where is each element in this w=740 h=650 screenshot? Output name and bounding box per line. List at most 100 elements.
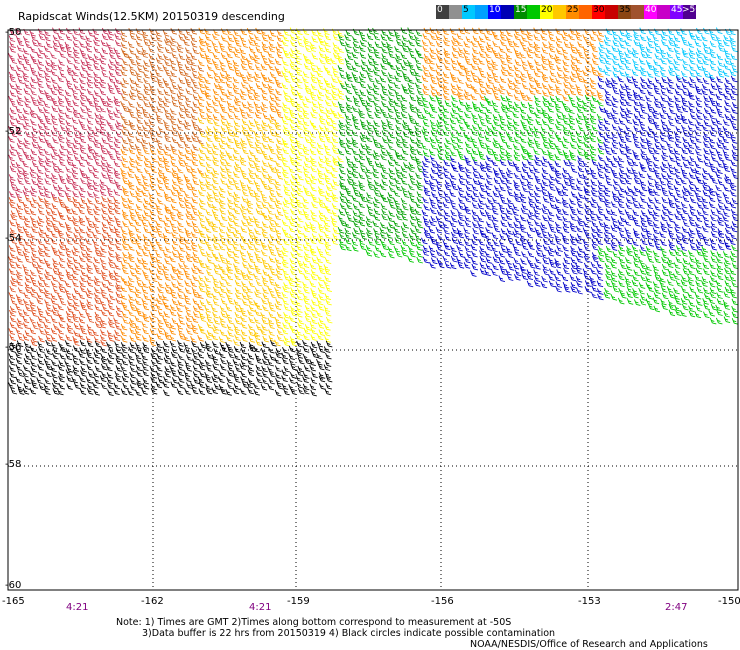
wind-barb: [64, 95, 71, 103]
wind-barb: [396, 39, 403, 47]
wind-barb: [653, 233, 660, 241]
wind-barb: [652, 297, 660, 305]
wind-barb: [596, 35, 604, 43]
wind-barb: [429, 119, 437, 127]
wind-barb: [171, 238, 179, 246]
wind-barb: [57, 33, 64, 41]
wind-barb: [79, 77, 86, 85]
wind-barb: [86, 71, 93, 78]
wind-barb: [311, 53, 319, 60]
wind-barb: [150, 155, 158, 163]
wind-barb: [604, 58, 611, 65]
wind-barb: [261, 166, 268, 173]
wind-barb: [50, 77, 58, 85]
wind-barb: [254, 112, 262, 119]
wind-barb: [241, 118, 249, 126]
wind-barb: [358, 201, 365, 209]
wind-barb: [93, 141, 100, 149]
wind-barb: [456, 117, 463, 124]
wind-barb: [309, 59, 316, 67]
wind-barb: [394, 117, 402, 125]
wind-barb: [239, 243, 247, 251]
wind-barb: [296, 250, 303, 258]
wind-barb: [157, 53, 164, 61]
wind-barb: [99, 129, 107, 137]
wind-barb: [311, 201, 318, 209]
wind-barb: [141, 29, 149, 37]
wind-barb: [296, 258, 304, 265]
wind-barb: [275, 322, 283, 329]
wind-barb: [681, 303, 689, 311]
wind-barb: [30, 94, 37, 102]
wind-barb: [204, 306, 211, 313]
wind-barb: [318, 190, 325, 197]
wind-barb: [239, 305, 246, 313]
wind-barb: [17, 138, 24, 145]
wind-barb: [309, 89, 317, 97]
wind-barb: [367, 53, 375, 61]
wind-barb: [345, 87, 353, 95]
wind-barb: [688, 300, 696, 307]
wind-barb: [121, 267, 129, 275]
wind-barb: [87, 100, 95, 107]
wind-barb: [540, 53, 548, 61]
wind-barb: [415, 106, 422, 114]
wind-barb: [624, 130, 631, 138]
wind-barb: [31, 126, 39, 133]
wind-barb: [701, 65, 709, 73]
wind-barb: [268, 101, 276, 108]
wind-barb: [507, 135, 515, 143]
wind-barb: [555, 177, 562, 185]
wind-barb: [457, 185, 464, 192]
wind-barb: [197, 257, 205, 265]
wind-barb: [668, 309, 676, 317]
wind-barb: [267, 77, 275, 84]
wind-barb: [673, 185, 681, 192]
wind-barb: [80, 275, 87, 283]
wind-barb: [526, 280, 534, 288]
wind-barb: [303, 161, 311, 168]
wind-barb: [281, 70, 288, 78]
wind-barb: [589, 167, 597, 175]
wind-barb: [533, 126, 541, 133]
wind-barb: [633, 64, 641, 72]
wind-barb: [73, 83, 81, 91]
wind-barb: [248, 336, 256, 343]
wind-barb: [29, 345, 37, 353]
wind-barb: [246, 57, 253, 65]
wind-barb: [611, 107, 619, 115]
wind-barb: [262, 293, 270, 300]
wind-barb: [288, 107, 296, 115]
wind-barb: [632, 29, 640, 37]
wind-barb: [386, 46, 394, 53]
wind-barb: [150, 275, 158, 283]
wind-barb: [10, 57, 18, 64]
wind-barb: [605, 132, 612, 139]
wind-barb: [114, 148, 121, 156]
wind-barb: [491, 269, 498, 276]
wind-barb: [235, 293, 242, 300]
wind-barb: [610, 167, 617, 175]
wind-barb: [592, 52, 599, 60]
wind-barb: [219, 286, 227, 294]
wind-barb: [667, 216, 675, 223]
wind-barb: [331, 203, 339, 210]
wind-barb: [302, 76, 309, 84]
wind-barb: [479, 88, 487, 95]
wind-barb: [121, 352, 128, 359]
wind-barb: [477, 76, 484, 83]
wind-barb: [358, 76, 366, 83]
wind-barb: [115, 107, 122, 114]
wind-barb: [674, 268, 682, 276]
wind-barb: [661, 76, 668, 84]
wind-barb: [331, 210, 339, 217]
wind-barb: [513, 172, 521, 180]
wind-barb: [395, 141, 403, 149]
wind-barb: [87, 124, 94, 132]
wind-barb: [393, 82, 401, 89]
wind-barb: [129, 111, 136, 119]
wind-barb: [442, 129, 449, 137]
wind-barb: [687, 214, 695, 222]
wind-barb: [597, 172, 605, 179]
wind-barb: [284, 95, 291, 103]
